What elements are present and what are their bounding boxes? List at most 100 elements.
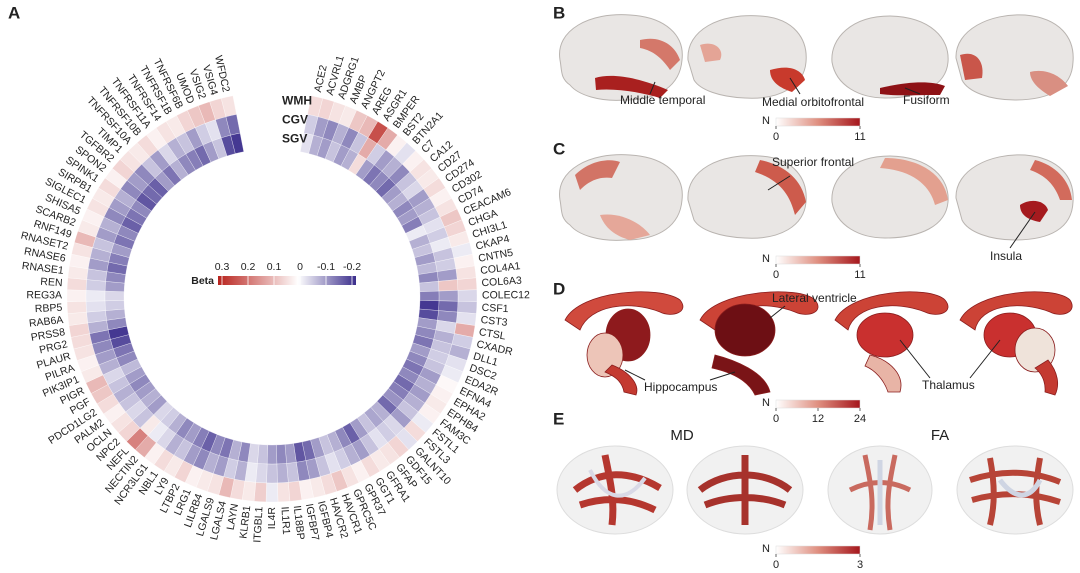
brain-row-c: Superior frontal Insula (559, 154, 1074, 263)
heatmap-cell (253, 482, 267, 503)
gene-label: CTSL (478, 326, 507, 342)
colorbar-title: Beta (191, 275, 214, 287)
heatmap-cell (277, 482, 291, 503)
colorbar-tick-label: -0.2 (343, 261, 361, 273)
gene-label: RNASE1 (21, 260, 64, 277)
subcortical-row: Lateral ventricle Hippocampus Thalamus (564, 291, 1073, 396)
heatmap-cell (104, 290, 125, 301)
panel-label: C (553, 139, 565, 158)
gene-label: REG3A (26, 289, 62, 301)
heatmap-cell (457, 277, 478, 291)
gene-label: LAYN (225, 503, 241, 531)
colorbar (218, 276, 356, 285)
colorbar-title: N (762, 115, 770, 127)
gene-label: CST3 (480, 314, 508, 329)
annotation: Insula (990, 249, 1022, 263)
annotation: Lateral ventricle (772, 291, 857, 305)
colorbar-tick-label: 3 (857, 559, 863, 571)
heatmap-cell (276, 463, 289, 484)
panel-label: D (553, 279, 565, 298)
heatmap-cell (438, 300, 459, 313)
gene-label: REN (40, 276, 63, 289)
colorbar-tick-label: 0 (773, 559, 779, 571)
gene-label: KLRB1 (237, 505, 253, 540)
colorbar-tick-label: -0.1 (317, 261, 335, 273)
heatmap-cell (85, 279, 106, 292)
heatmap-cell (457, 289, 478, 302)
colorbar-tick-label: 11 (854, 269, 865, 281)
colorbar (775, 399, 861, 409)
panel-title: FA (931, 427, 949, 444)
heatmap-cell (438, 290, 459, 302)
gene-label: CSF1 (481, 302, 509, 315)
heatmap-cell (104, 300, 125, 311)
heatmap-cell (419, 300, 440, 311)
heatmap-cell (85, 300, 106, 313)
panel-label: B (553, 3, 565, 22)
annotation: Middle temporal (620, 93, 705, 107)
heatmap-cell (66, 277, 87, 291)
annotation: Superior frontal (772, 155, 854, 169)
colorbar-tick-label: 0.1 (267, 261, 282, 273)
panel-label: E (553, 409, 564, 428)
gene-label: RAB6A (28, 314, 64, 330)
leader-line (904, 87, 921, 95)
colorbar-title: N (762, 397, 770, 409)
colorbar-title: N (762, 253, 770, 265)
heatmap-cell (457, 301, 478, 314)
leader-line (624, 369, 646, 381)
leader-line (769, 305, 786, 319)
gene-label: IL4R (266, 507, 278, 530)
heatmap-cell (66, 289, 87, 302)
heatmap-cell (66, 301, 87, 314)
heatmap-cell (230, 132, 244, 154)
gene-label: COL6A3 (481, 275, 522, 290)
row-label: SGV (282, 132, 307, 146)
gene-label: PRSS8 (30, 326, 66, 344)
leader-line (709, 371, 736, 381)
colorbar-tick-label: 24 (854, 413, 866, 425)
colorbar-title: N (762, 543, 770, 555)
row-label: WMH (282, 94, 312, 108)
colorbar-tick-label: 11 (854, 131, 865, 143)
gene-label: IL18BP (291, 505, 307, 541)
circular-heatmap: ACE2ACVRL1ADGRG1AMBPANGPT2AREGASGR1BMPER… (20, 54, 530, 543)
colorbar-tick-label: 0.3 (215, 261, 230, 273)
annotation: Hippocampus (644, 380, 717, 394)
leader-line (649, 81, 656, 95)
leader-line (1009, 211, 1036, 249)
heatmap-cell (419, 290, 440, 301)
leader-line (899, 339, 931, 379)
tract-row: MD FA (556, 427, 1074, 535)
heatmap-cell (255, 463, 268, 484)
heatmap-cell (266, 444, 278, 465)
colorbar-tick-label: 0 (297, 261, 303, 273)
colorbar-tick-label: 12 (812, 413, 824, 425)
colorbar-tick-label: 0.2 (241, 261, 256, 273)
heatmap-cell (266, 463, 278, 484)
heatmap-cell (419, 281, 440, 292)
row-label: CGV (282, 113, 308, 127)
colorbar (775, 545, 861, 555)
gene-label: IL1R1 (278, 506, 292, 535)
leader-line (789, 77, 801, 95)
heatmap-cell (276, 444, 287, 465)
panel-label: A (8, 3, 20, 22)
leader-line (969, 339, 1001, 379)
panel-title: MD (670, 427, 693, 444)
gene-label: ITGBL1 (251, 506, 265, 543)
gene-label: COL4A1 (480, 260, 522, 277)
gene-label: RBP5 (35, 302, 63, 315)
colorbar (775, 117, 861, 127)
leader-line (767, 175, 791, 191)
heatmap-cell (438, 279, 459, 292)
colorbar-tick-label: 0 (773, 269, 779, 281)
heatmap-cell (85, 290, 106, 302)
brain-row-b: Middle temporal Medial orbitofrontal Fus… (559, 14, 1074, 109)
colorbar-tick-label: 0 (773, 131, 779, 143)
gene-label: ACE2 (312, 64, 330, 94)
colorbar-tick-label: 0 (773, 413, 779, 425)
gene-label: COLEC12 (482, 289, 530, 301)
annotation: Medial orbitofrontal (762, 95, 864, 109)
